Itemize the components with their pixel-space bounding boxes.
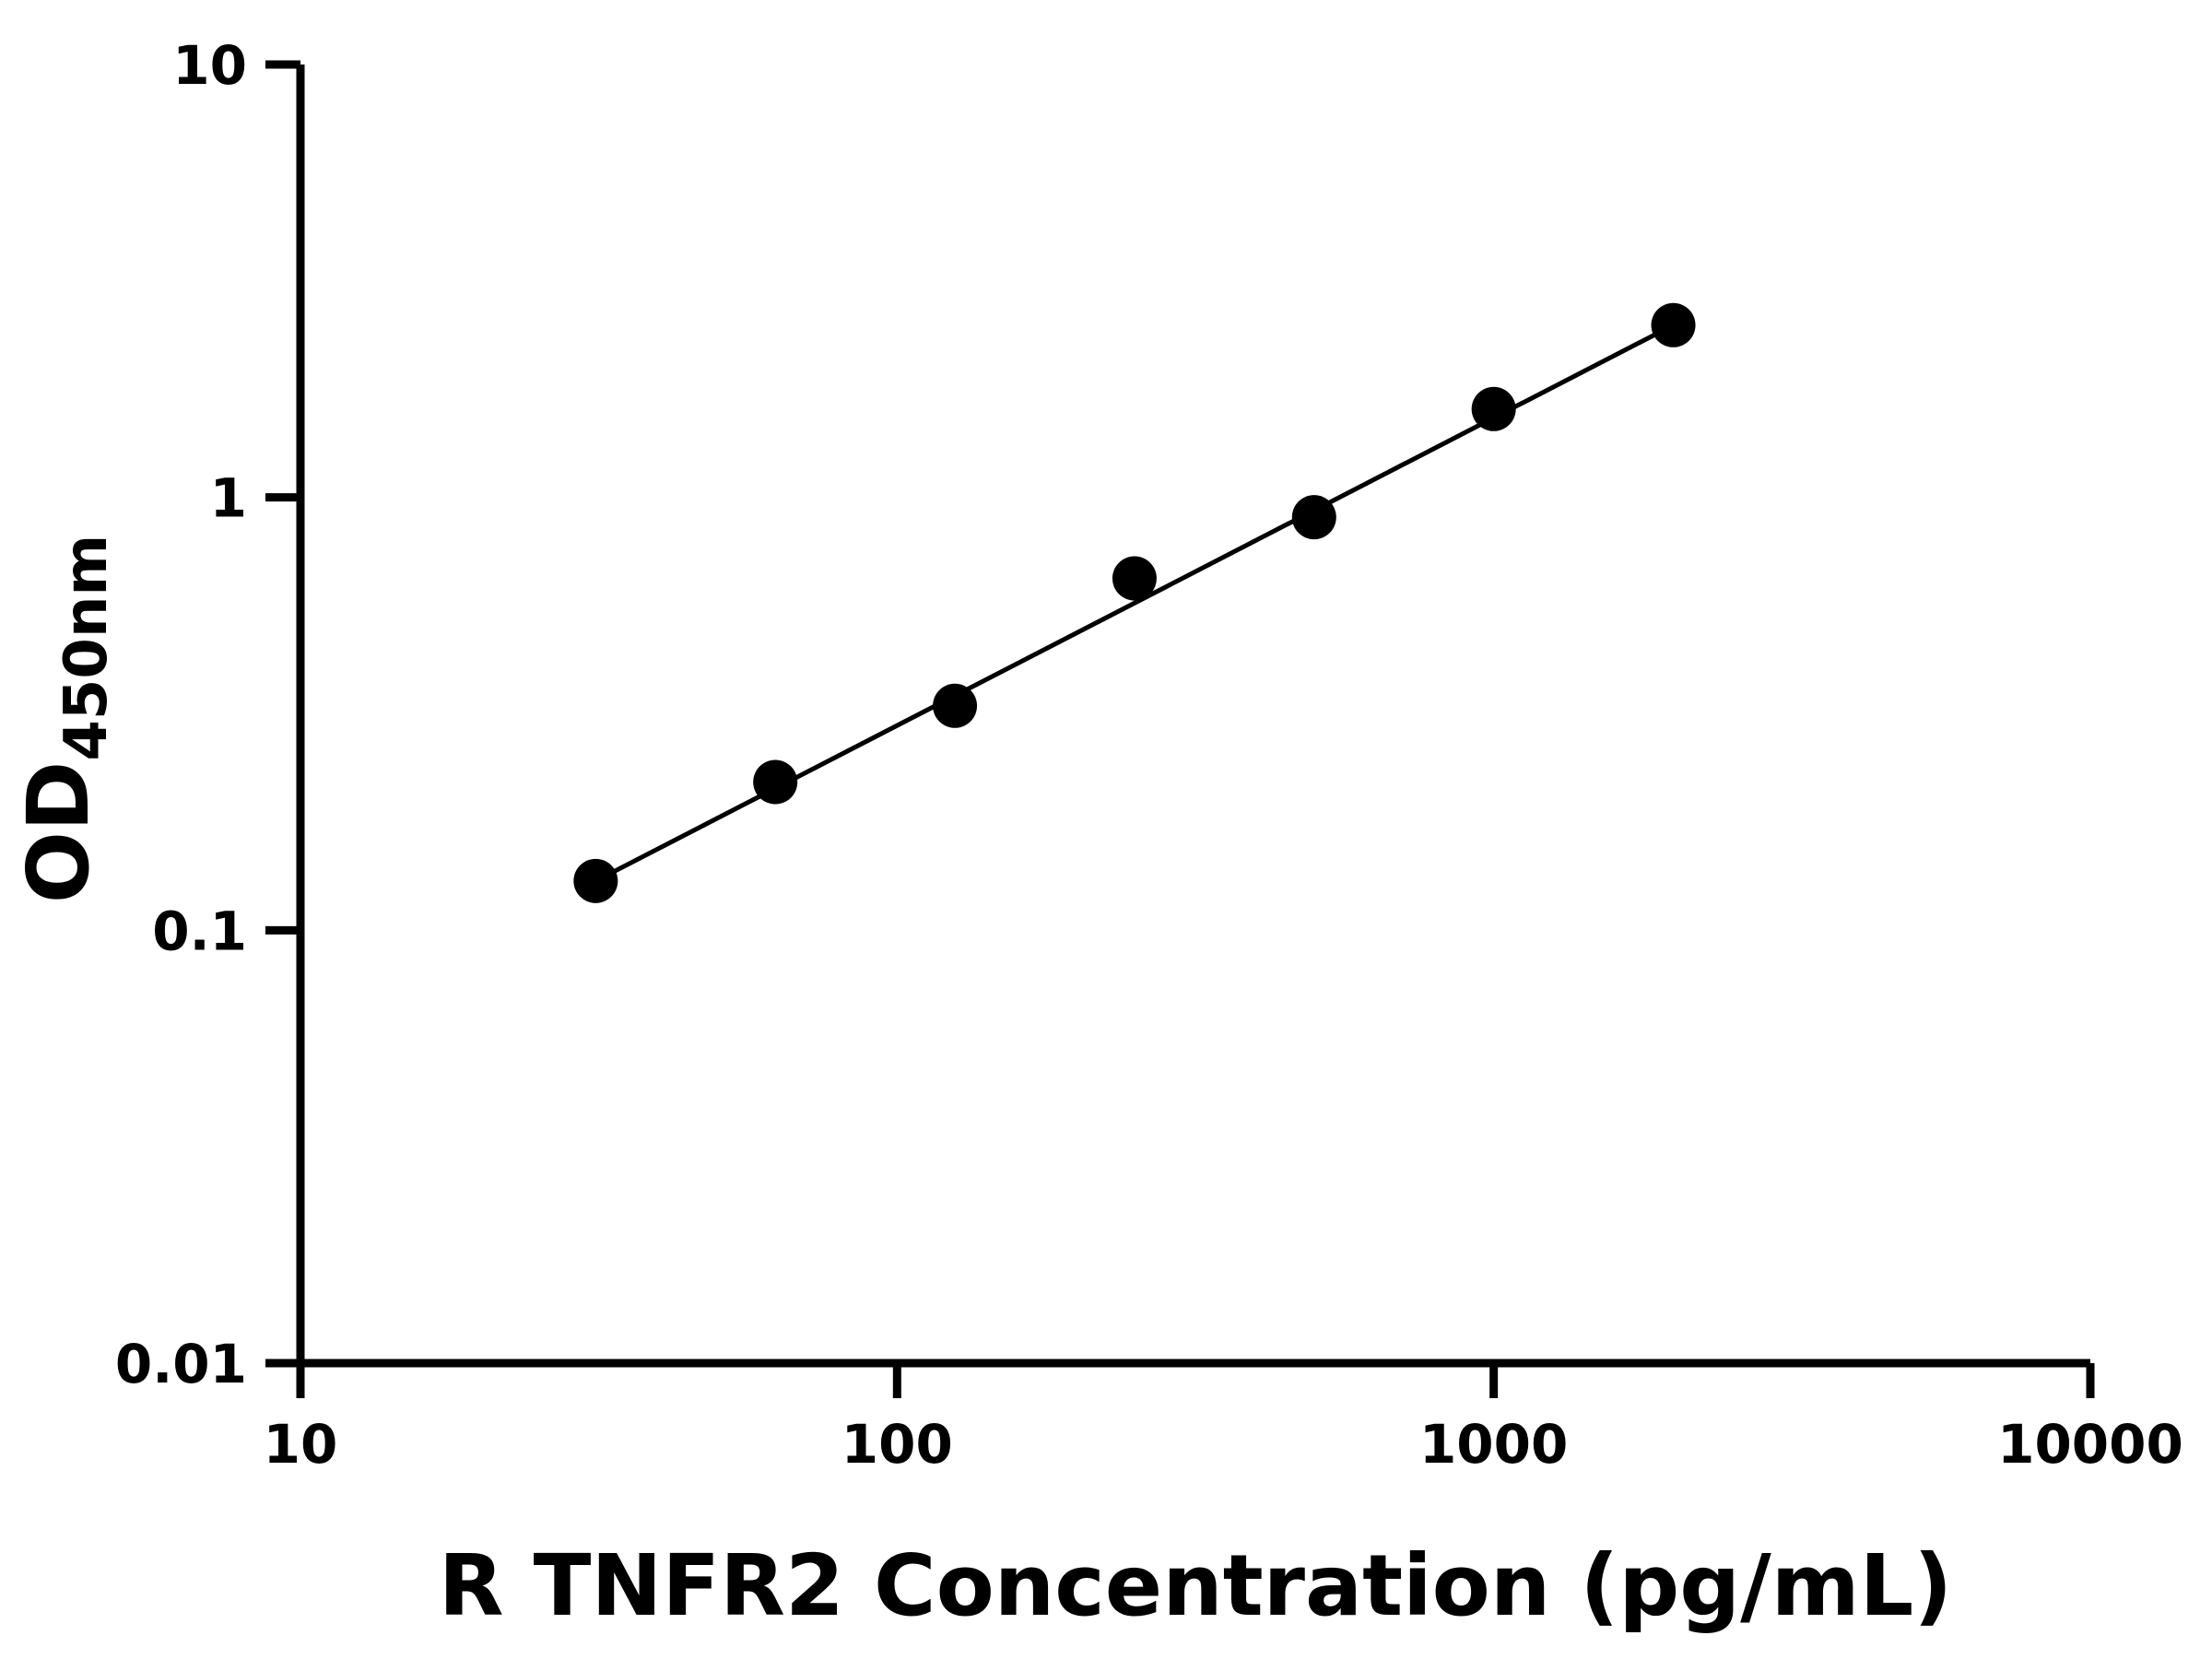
- y-axis-tick-label: 0.1: [152, 900, 247, 962]
- data-point: [1651, 302, 1696, 347]
- y-axis-title-main: OD: [9, 761, 108, 904]
- x-axis-tick-label: 10000: [1997, 1413, 2183, 1476]
- data-point: [573, 858, 618, 903]
- x-axis-tick-label: 1000: [1419, 1413, 1568, 1476]
- data-point: [1112, 556, 1157, 601]
- y-axis-tick-label: 10: [172, 34, 247, 97]
- y-axis-title: OD450nm: [9, 535, 121, 903]
- data-point: [753, 759, 798, 805]
- y-axis-tick-label: 0.01: [115, 1333, 247, 1395]
- data-point: [933, 683, 978, 728]
- axes-layer: 10 100 1000 10000 0.01 0.1 1 10: [115, 34, 2183, 1476]
- y-axis-title-subscript: 450nm: [53, 535, 121, 761]
- x-axis-title: R TNFR2 Concentration (pg/mL): [439, 1536, 1953, 1635]
- data-series-layer: [573, 302, 1696, 903]
- x-axis-tick-label: 100: [841, 1413, 953, 1476]
- data-point: [1291, 495, 1336, 540]
- y-axis-tick-label: 1: [210, 467, 247, 530]
- data-point: [1471, 386, 1516, 431]
- x-axis-tick-label: 10: [264, 1413, 338, 1476]
- axis-lines: [296, 65, 2090, 1368]
